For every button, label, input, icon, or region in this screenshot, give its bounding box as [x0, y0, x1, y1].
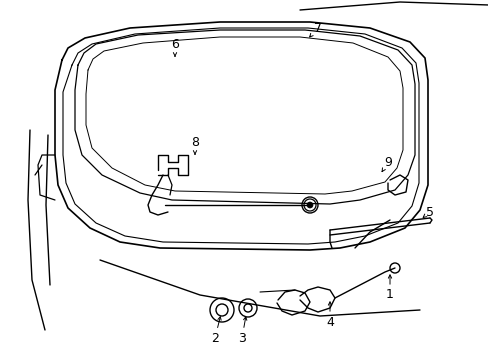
Text: 7: 7 [313, 22, 321, 35]
Text: 4: 4 [325, 315, 333, 328]
Text: 8: 8 [191, 136, 199, 149]
Text: 2: 2 [211, 332, 219, 345]
Text: 1: 1 [385, 288, 393, 302]
Text: 3: 3 [238, 332, 245, 345]
Text: 9: 9 [383, 156, 391, 168]
Circle shape [306, 202, 312, 208]
Text: 6: 6 [171, 39, 179, 51]
Text: 5: 5 [425, 206, 433, 219]
